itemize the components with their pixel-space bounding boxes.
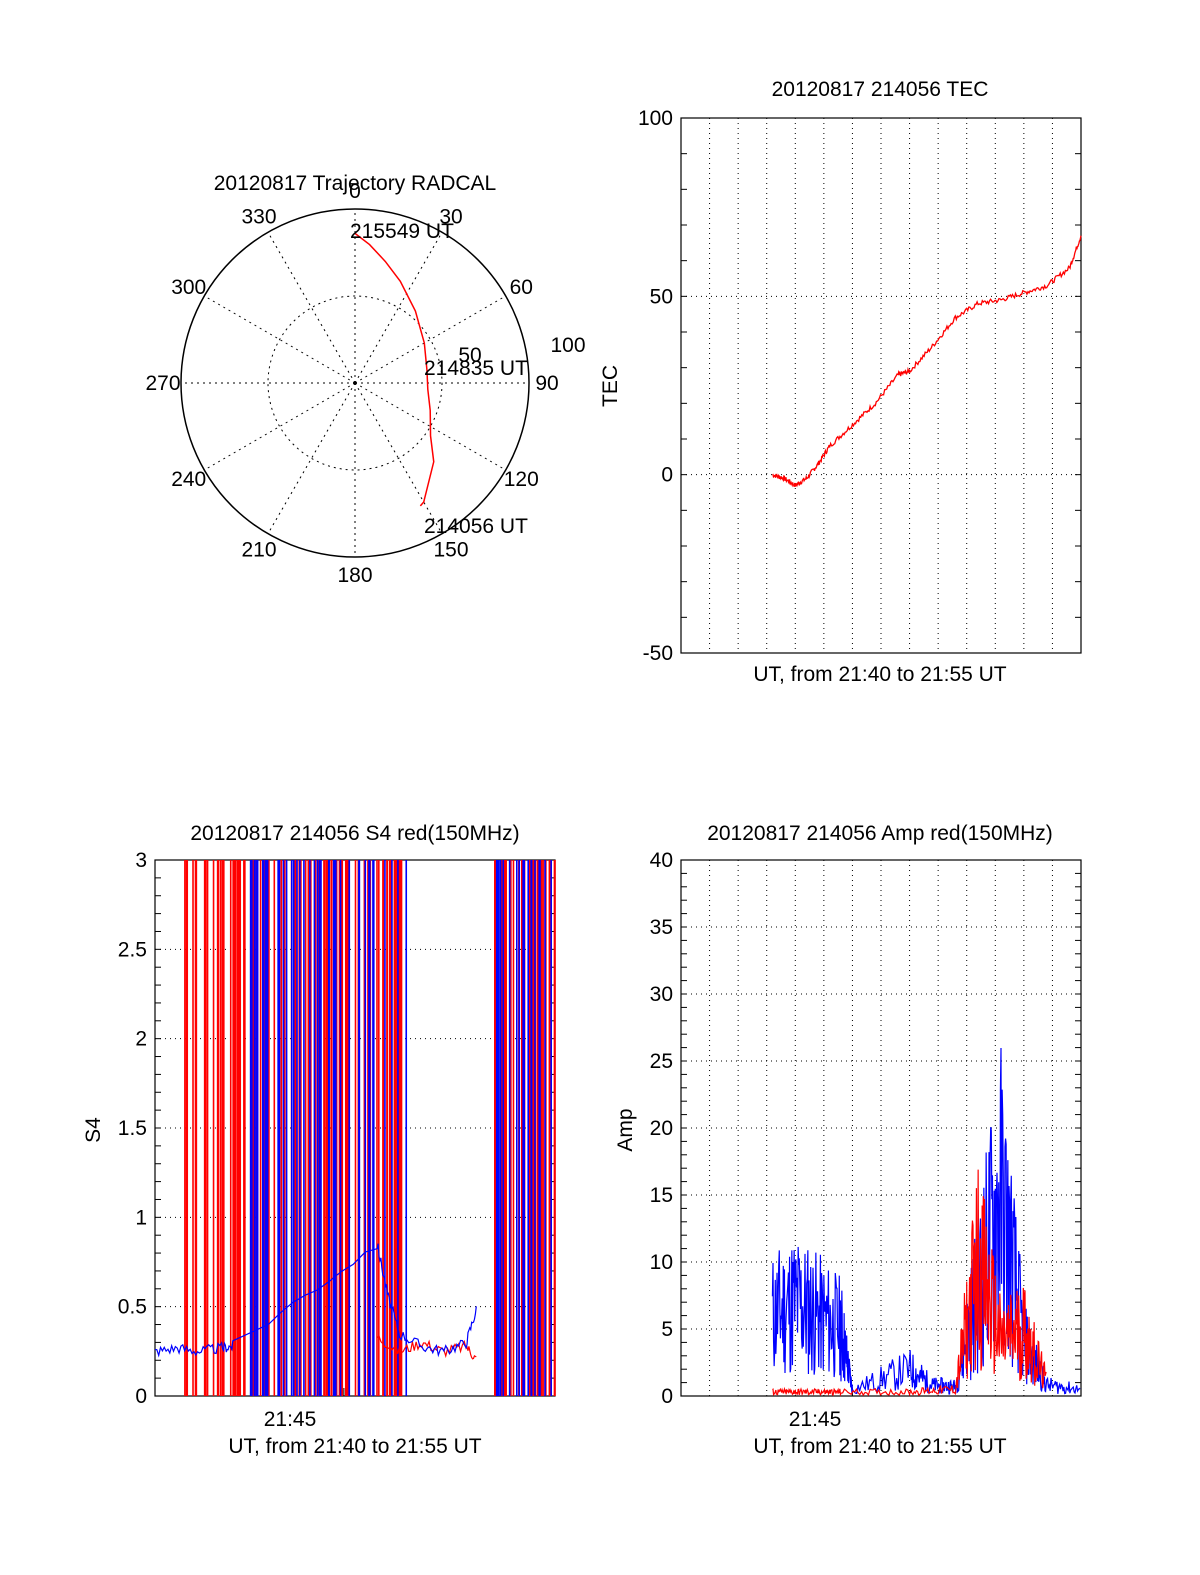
polar-spoke-120 <box>354 382 506 471</box>
trajectory-series <box>354 232 435 507</box>
s4-title: 20120817 214056 S4 red(150MHz) <box>190 822 519 845</box>
annotation-214835: 214835 UT <box>424 357 528 380</box>
angle-label-300: 300 <box>171 276 206 299</box>
angle-label-150: 150 <box>433 538 468 561</box>
polar-spoke-300 <box>204 295 356 384</box>
amp-ytick-40: 40 <box>650 849 673 872</box>
amp-ytick-25: 25 <box>650 1050 673 1073</box>
tec-ytick-0: 0 <box>661 464 673 487</box>
amp-ytick-5: 5 <box>661 1318 673 1341</box>
polar-inner-ring <box>267 295 443 471</box>
polar-spoke-60 <box>354 295 506 384</box>
trajectory-line <box>354 232 435 507</box>
s4-plot-area: 0 0.5 1 1.5 2 2.5 3 <box>118 849 556 1408</box>
annotation-214056: 214056 UT <box>424 515 528 538</box>
s4-ytick-2.5: 2.5 <box>118 938 147 961</box>
polar-spoke-330 <box>267 232 356 384</box>
s4-series-blue <box>154 1243 477 1358</box>
amp-ytick-20: 20 <box>650 1117 673 1140</box>
amp-ytick-0: 0 <box>661 1385 673 1408</box>
angle-label-120: 120 <box>504 468 539 491</box>
tec-xlabel: UT, from 21:40 to 21:55 UT <box>753 663 1006 686</box>
amp-frame <box>680 859 1082 1397</box>
amp-chart: 20120817 214056 Amp red(150MHz) 21:45 UT… <box>614 822 1082 1458</box>
polar-spoke-30 <box>354 232 443 384</box>
s4-xlabel: UT, from 21:40 to 21:55 UT <box>228 1435 481 1458</box>
s4-ylabel: S4 <box>82 1117 105 1143</box>
amp-series-red <box>772 1169 1047 1397</box>
amp-ytick-15: 15 <box>650 1184 673 1207</box>
radius-label-100: 100 <box>550 334 585 357</box>
tec-ytick-100: 100 <box>638 107 673 130</box>
s4-ytick-0.5: 0.5 <box>118 1296 147 1319</box>
s4-ytick-0: 0 <box>135 1385 147 1408</box>
amp-plot-area: 0 5 10 15 20 25 30 35 40 <box>650 849 1082 1408</box>
tec-frame <box>680 117 1082 654</box>
amp-xlabel: UT, from 21:40 to 21:55 UT <box>753 1435 1006 1458</box>
angle-label-210: 210 <box>241 538 276 561</box>
s4-ytick-1: 1 <box>135 1206 147 1229</box>
trajectory-chart: 20120817 Trajectory RADCAL 0 30 60 90 120 150… <box>145 172 585 587</box>
s4-xtick-label: 21:45 <box>264 1408 317 1431</box>
tec-title: 20120817 214056 TEC <box>772 78 989 101</box>
angle-label-240: 240 <box>171 468 206 491</box>
trajectory-title: 20120817 Trajectory RADCAL <box>214 172 497 195</box>
trajectory-angle-labels: 0 30 60 90 120 150 180 210 240 270 300 330 <box>145 180 558 587</box>
angle-label-180: 180 <box>337 564 372 587</box>
amp-ylabel: Amp <box>614 1108 637 1151</box>
amp-title: 20120817 214056 Amp red(150MHz) <box>707 822 1053 845</box>
tec-plot-area: -50 0 50 100 <box>638 107 1082 665</box>
angle-label-30: 30 <box>439 206 462 229</box>
polar-spoke-210 <box>267 382 356 534</box>
tec-chart: 20120817 214056 TEC UT, from 21:40 to 21… <box>599 78 1082 686</box>
angle-label-0: 0 <box>349 180 361 203</box>
polar-spoke-150 <box>354 382 443 534</box>
radius-label-50: 50 <box>458 344 481 367</box>
amp-ytick-10: 10 <box>650 1251 673 1274</box>
s4-ytick-3: 3 <box>135 849 147 872</box>
polar-spoke-240 <box>204 382 356 471</box>
annotation-215549: 215549 UT <box>350 220 454 243</box>
amp-ytick-30: 30 <box>650 983 673 1006</box>
tec-ytick-50: 50 <box>650 285 673 308</box>
angle-label-330: 330 <box>241 206 276 229</box>
angle-label-270: 270 <box>145 372 180 395</box>
tec-ytick--50: -50 <box>643 642 673 665</box>
angle-label-90: 90 <box>535 372 558 395</box>
s4-chart: 20120817 214056 S4 red(150MHz) 21:45 UT,… <box>82 822 556 1458</box>
tec-ylabel: TEC <box>599 365 622 407</box>
s4-ytick-2: 2 <box>135 1028 147 1051</box>
s4-ytick-1.5: 1.5 <box>118 1117 147 1140</box>
angle-label-60: 60 <box>510 276 533 299</box>
trajectory-grid <box>180 208 530 558</box>
polar-outer-ring <box>180 208 530 558</box>
amp-ytick-35: 35 <box>650 916 673 939</box>
tec-series-line <box>772 235 1082 488</box>
amp-xtick-label: 21:45 <box>789 1408 842 1431</box>
